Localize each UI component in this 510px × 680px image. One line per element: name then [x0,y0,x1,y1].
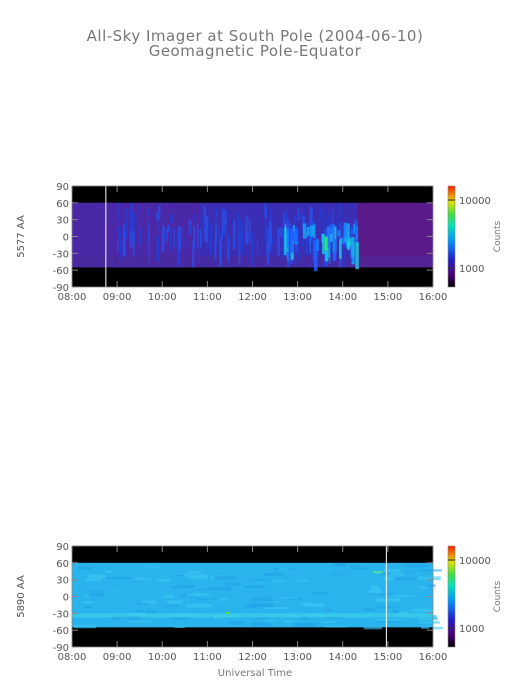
y-tick-label: -60 [53,266,69,277]
y-tick-label: 90 [56,542,69,553]
x-tick-label: 09:00 [103,292,132,303]
y-tick-label: 30 [56,576,69,587]
x-tick-label: 14:00 [328,292,357,303]
colorbar-tick-label: 1000 [459,624,484,635]
x-tick-label: 16:00 [419,292,448,303]
y-tick-label: -90 [53,643,69,654]
x-tick-label: 15:00 [373,292,402,303]
x-tick-label: 14:00 [328,652,357,663]
y-tick-label: -30 [53,609,69,620]
x-axis-label: Universal Time [217,668,293,679]
heatmap-band [72,562,443,630]
colorbar-tick-label: 10000 [459,556,491,567]
y-tick-label: -90 [53,283,69,294]
y-tick-label: 60 [56,559,69,570]
chart-title: All-Sky Imager at South Pole (2004-06-10… [86,27,424,45]
x-tick-label: 15:00 [373,652,402,663]
x-tick-label: 12:00 [238,292,267,303]
x-tick-label: 08:00 [58,652,87,663]
x-tick-label: 13:00 [283,652,312,663]
y-tick-label: 0 [63,233,69,244]
y-tick-label: -60 [53,626,69,637]
x-tick-label: 08:00 [58,292,87,303]
y-tick-label: 90 [56,182,69,193]
colorbar [447,185,456,288]
heatmap-band [72,202,433,272]
y-tick-label: -30 [53,249,69,260]
y-axis-label: 5890 AA [16,575,27,618]
x-tick-label: 11:00 [193,652,222,663]
colorbar-label: Counts [493,220,503,252]
x-tick-label: 12:00 [238,652,267,663]
x-tick-label: 10:00 [148,292,177,303]
x-tick-label: 11:00 [193,292,222,303]
x-tick-label: 09:00 [103,652,132,663]
colorbar-tick-label: 10000 [459,196,491,207]
y-tick-label: 30 [56,216,69,227]
x-tick-label: 16:00 [419,652,448,663]
chart-subtitle: Geomagnetic Pole-Equator [148,42,362,60]
colorbar-label: Counts [493,580,503,612]
y-tick-label: 0 [63,593,69,604]
colorbar [447,545,456,648]
x-tick-label: 13:00 [283,292,312,303]
colorbar-tick-label: 1000 [459,264,484,275]
x-tick-label: 10:00 [148,652,177,663]
y-axis-label: 5577 AA [16,215,27,258]
y-tick-label: 60 [56,199,69,210]
